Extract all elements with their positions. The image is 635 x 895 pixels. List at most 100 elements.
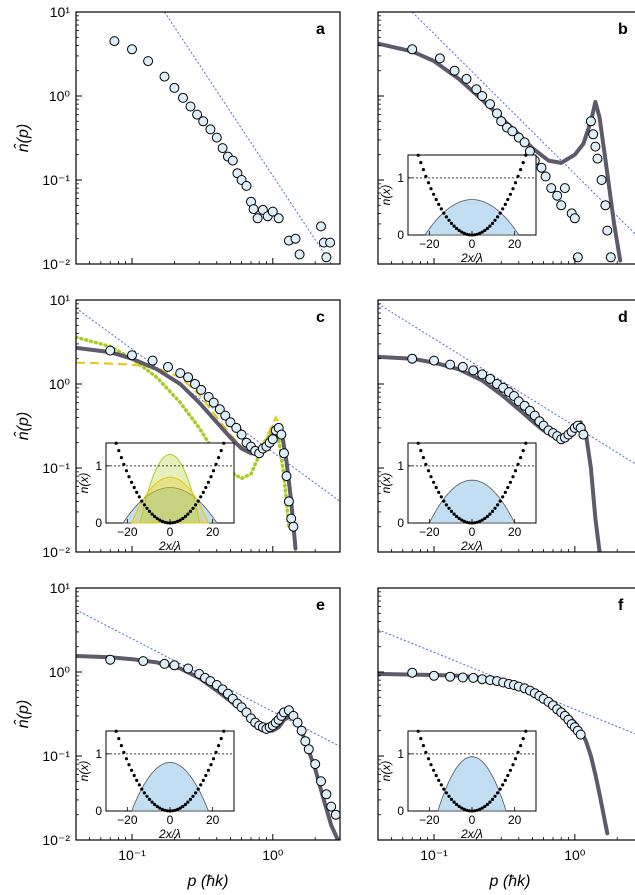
trap-point [135,778,139,783]
y-tick-label: 10⁰ [49,376,71,392]
x-tick-label: 10⁻¹ [118,847,146,863]
inset-x-tick-label: 0 [469,525,476,539]
data-point [138,656,149,667]
trap-point [204,485,208,490]
data-point [592,153,603,164]
trap-point [488,224,492,228]
data-point [252,213,263,224]
reference-line [378,629,635,735]
trap-point [114,729,118,733]
trap-point [214,750,218,754]
inset-x-label: 2x/λ [460,827,483,841]
trap-point [449,797,454,802]
panel-frame [75,299,341,553]
trap-point [163,808,167,812]
inset-y-tick-label: 1 [95,747,102,761]
data-point [288,521,299,532]
data-point [429,355,439,366]
data-point [569,213,580,224]
trap-point [480,518,484,522]
inset-x-tick-label: 0 [469,237,476,251]
trap-point [506,485,510,490]
trap-point [508,480,512,484]
trap-point [457,804,461,809]
trap-point [114,441,118,445]
trap-point [521,737,525,741]
trap-point [222,441,226,445]
trap-point [429,475,433,479]
y-tick-label: 10⁻¹ [42,172,70,188]
trap-point [122,750,126,754]
data-point [175,368,186,379]
inset-y-tick-label: 0 [397,228,404,242]
trap-point [498,787,502,791]
data-point [477,91,488,101]
trap-point [460,518,464,522]
trap-point [140,787,144,791]
trap-point [521,161,525,165]
data-point [316,776,326,787]
trap-point [145,794,149,798]
trap-point [506,197,510,202]
trap-point [442,499,446,503]
trap-point [124,469,129,473]
trap-point [496,503,500,507]
panel-frame [75,11,341,265]
data-point [267,434,278,445]
data-point [159,71,170,82]
data-point [185,101,196,112]
trap-point [447,506,451,510]
trap-point [503,490,507,494]
trap-point [153,802,157,807]
data-point [492,108,502,119]
trap-point [429,187,433,191]
panel-b: b 1 0 −20 0 20 2x/λ n(x) [377,11,635,265]
trap-point [519,168,523,172]
inset-y-label: n(x) [77,473,91,494]
trap-point [178,806,182,810]
trap-point [478,231,482,235]
data-point [159,658,170,669]
panel-letter: f [618,597,624,614]
trap-point [473,233,477,237]
data-point [596,175,607,185]
fit-curve [378,41,623,263]
trap-point [222,729,226,733]
trap-point [163,520,167,524]
trap-point [457,228,461,233]
trap-point [183,514,187,519]
reference-line [164,12,332,264]
inset-y-tick-label: 0 [95,516,102,530]
data-point [109,36,120,47]
inset-x-tick-label: 0 [167,525,174,539]
trap-point [490,221,495,225]
data-point [178,92,188,103]
trap-point [485,514,489,519]
trap-point [419,161,423,165]
trap-point [206,768,210,772]
data-point [556,200,567,211]
trap-point [503,778,507,783]
trap-point [209,763,213,767]
trap-point [524,153,528,157]
data-point [449,65,460,76]
trap-point [516,462,520,466]
trap-point [142,791,146,795]
inset: 1 0 −20 0 20 2x/λ n(x) [77,729,235,841]
trap-point [150,800,154,804]
data-point [546,183,557,194]
trap-point [501,207,505,211]
trap-point [513,757,518,761]
trap-point [201,490,205,494]
trap-point [490,797,495,802]
trap-point [130,480,134,484]
data-point [303,744,314,755]
trap-point [155,804,159,809]
data-point [407,44,418,55]
trap-point [421,456,425,460]
data-point [127,44,137,55]
density-profile-green [139,453,201,524]
y-tick-label: 10⁻² [42,832,70,848]
data-point [468,672,479,683]
trap-point [160,807,164,812]
